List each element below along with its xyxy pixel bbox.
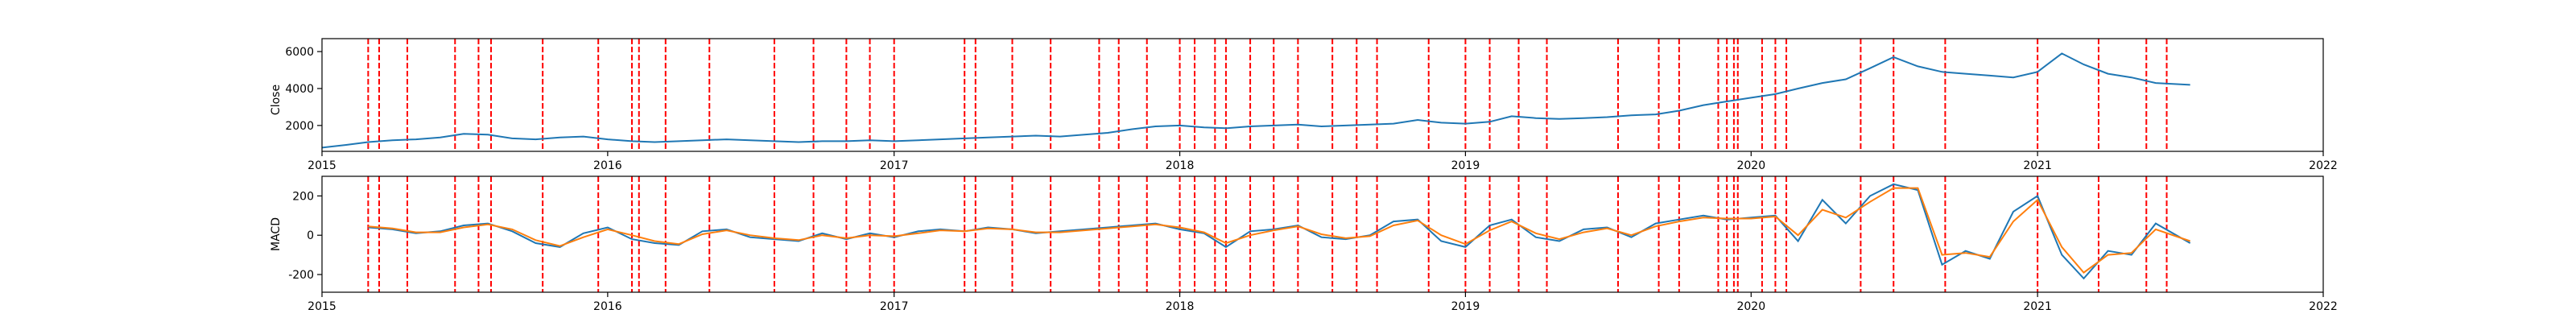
macd-panel: MACD 2015 2016 2017 2018 2019 2020 2021 2022 -20… xyxy=(270,175,2338,313)
y-tick-label: 4000 xyxy=(285,83,314,96)
close-series-line xyxy=(322,52,2190,149)
x-tick-label: 2020 xyxy=(1736,159,1765,172)
macd-axes-frame xyxy=(321,175,2324,293)
x-tick-label: 2015 xyxy=(308,300,336,313)
signal-series-line xyxy=(368,187,2191,274)
y-tick-label: -200 xyxy=(288,269,314,282)
x-tick-label: 2016 xyxy=(593,300,622,313)
close-price-panel: Close 2015 2016 2017 2018 2019 2020 2021 2022 20… xyxy=(270,38,2338,172)
x-tick-label: 2017 xyxy=(880,300,909,313)
x-tick-label: 2017 xyxy=(880,159,909,172)
x-tick-label: 2018 xyxy=(1166,300,1195,313)
y-tick-label: 2000 xyxy=(285,120,314,133)
x-tick-label: 2022 xyxy=(2309,300,2338,313)
macd-ylabel: MACD xyxy=(270,217,283,251)
y-tick-label: 0 xyxy=(307,229,314,242)
macd-event-lines xyxy=(367,176,2168,292)
macd-series-line xyxy=(368,183,2191,280)
x-tick-label: 2019 xyxy=(1451,159,1480,172)
x-tick-label: 2021 xyxy=(2023,159,2052,172)
x-tick-label: 2019 xyxy=(1451,300,1480,313)
y-tick-label: 6000 xyxy=(285,46,314,59)
x-tick-label: 2021 xyxy=(2023,300,2052,313)
x-tick-label: 2016 xyxy=(593,159,622,172)
y-tick-label: 200 xyxy=(292,190,314,203)
x-tick-label: 2018 xyxy=(1166,159,1195,172)
x-tick-label: 2022 xyxy=(2309,159,2338,172)
close-event-lines xyxy=(367,39,2168,151)
close-ylabel: Close xyxy=(270,85,283,115)
x-tick-label: 2015 xyxy=(308,159,336,172)
x-tick-label: 2020 xyxy=(1736,300,1765,313)
close-axes-frame xyxy=(321,38,2324,152)
